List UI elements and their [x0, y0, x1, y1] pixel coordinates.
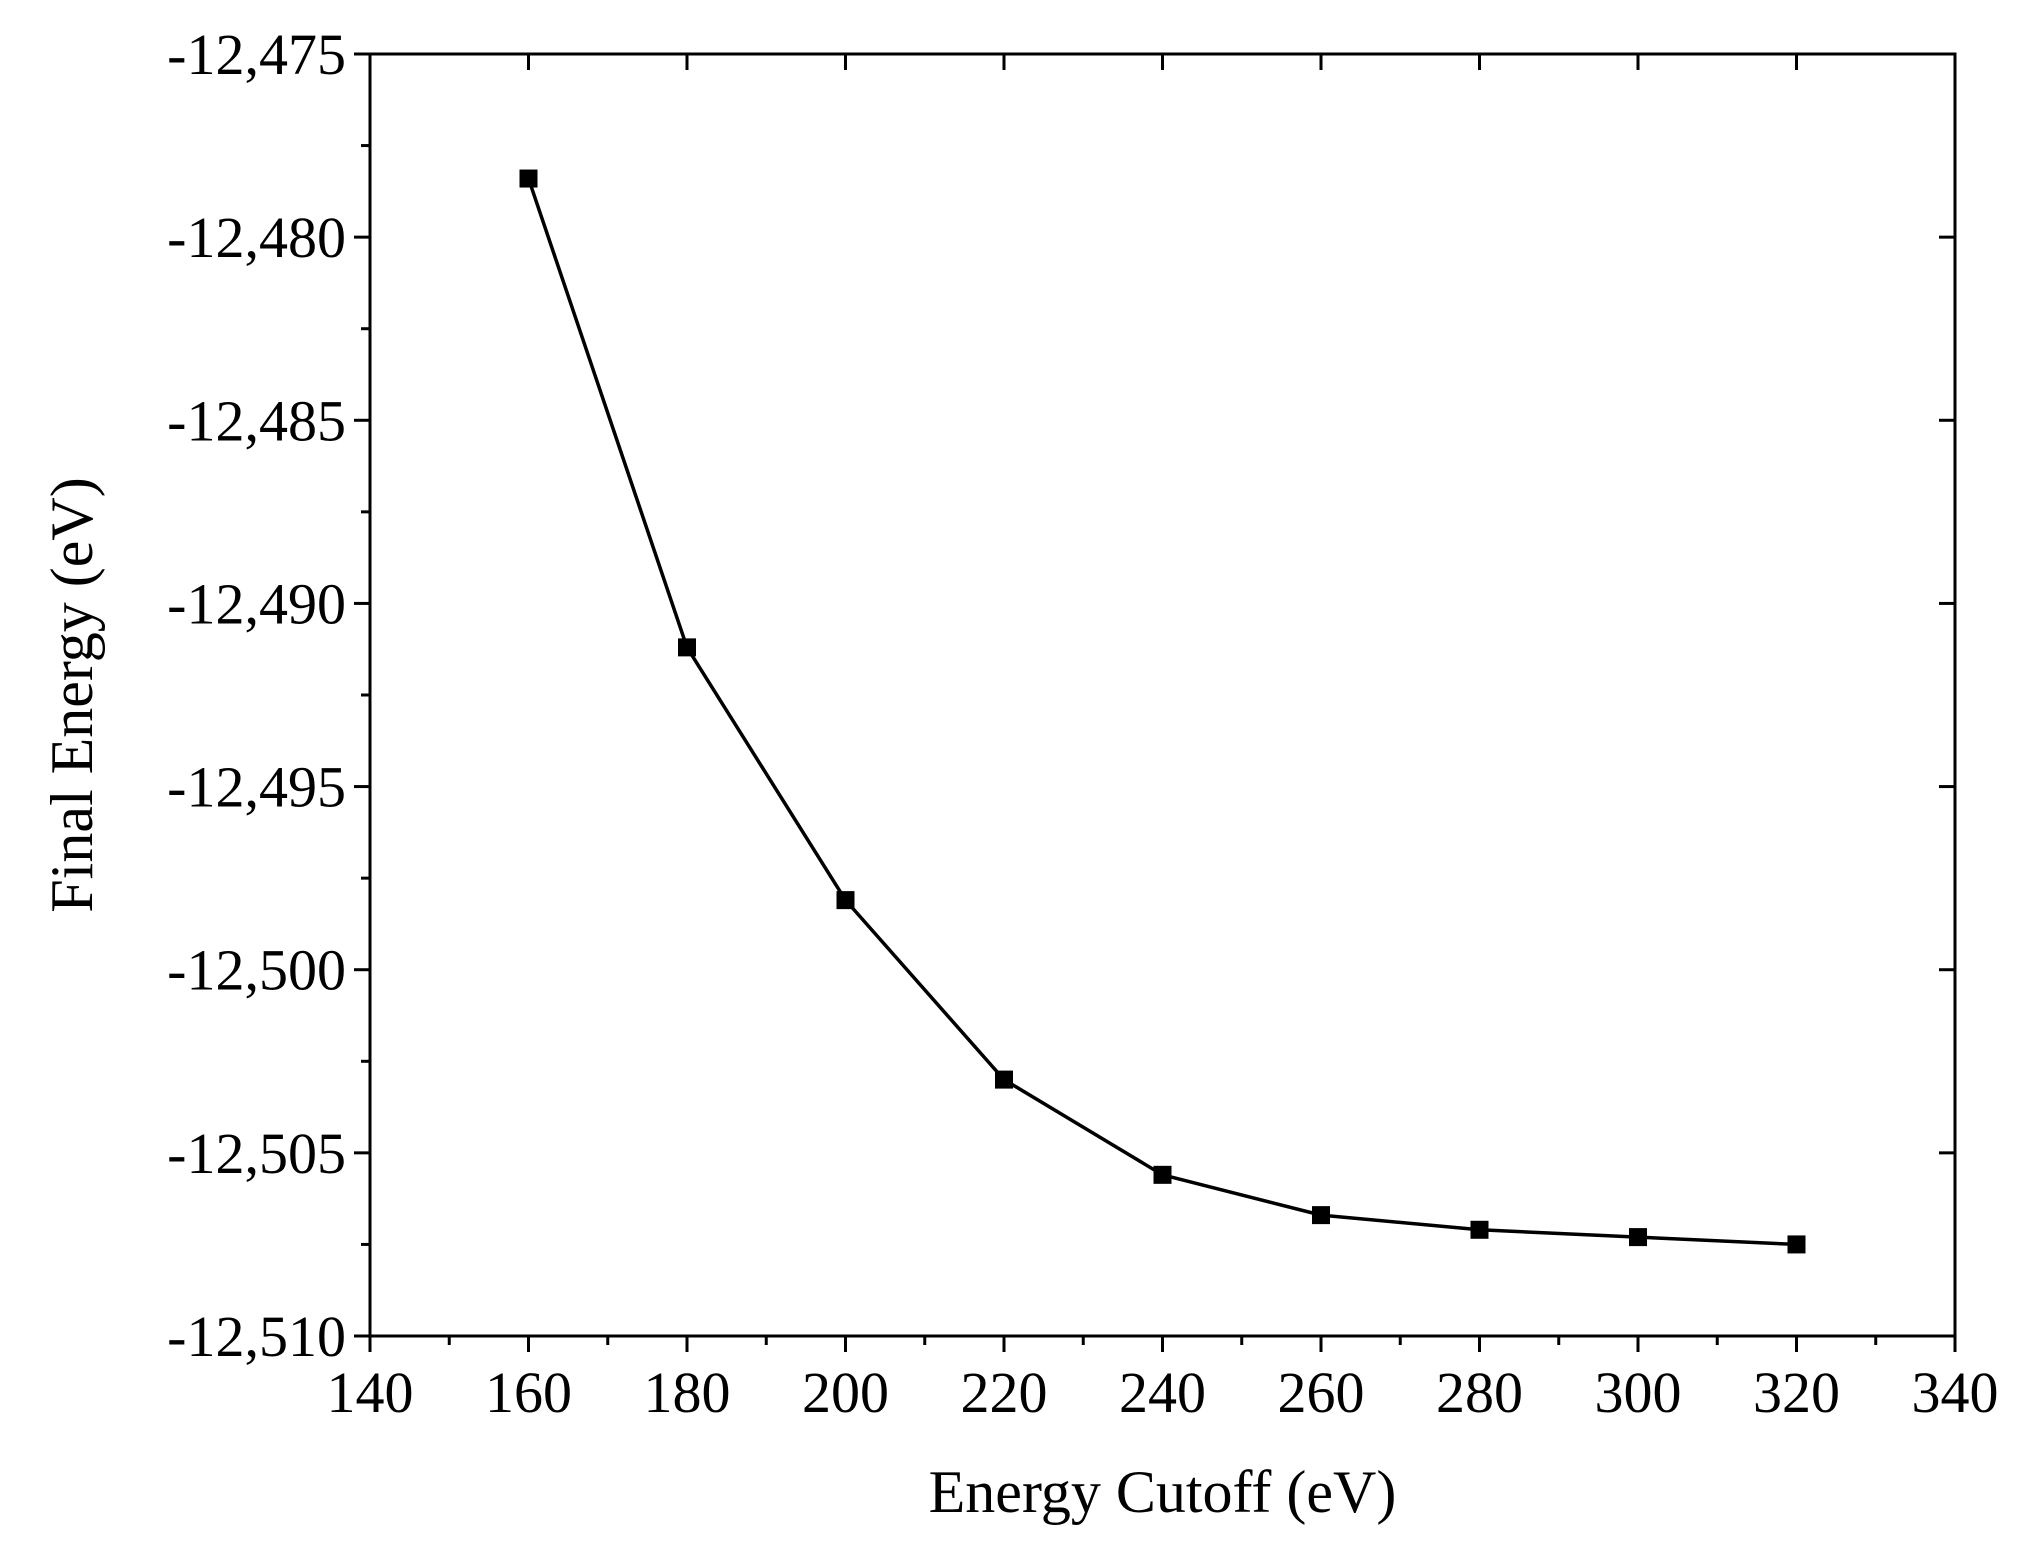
y-tick-label: -12,475	[167, 22, 346, 87]
y-tick-label: -12,505	[167, 1121, 346, 1186]
x-tick-label: 260	[1278, 1360, 1365, 1425]
data-point	[1629, 1228, 1647, 1247]
y-tick-label: -12,510	[167, 1304, 346, 1369]
plot-frame	[368, 52, 1957, 1338]
x-tick-label: 140	[327, 1360, 414, 1425]
data-point	[1153, 1165, 1172, 1184]
data-point	[1470, 1220, 1489, 1239]
x-tick-label: 200	[802, 1360, 889, 1425]
x-tick-label: 300	[1595, 1360, 1682, 1425]
series-line	[526, 177, 1797, 1247]
y-tick-label: -12,485	[167, 388, 346, 453]
y-axis-title: Final Energy (eV)	[39, 477, 105, 912]
x-tick-label: 220	[961, 1360, 1048, 1425]
data-point	[519, 169, 538, 188]
data-point	[1787, 1235, 1806, 1254]
x-axis-title: Energy Cutoff (eV)	[929, 1459, 1397, 1525]
x-tick-label: 160	[485, 1360, 572, 1425]
x-tick-label: 320	[1753, 1360, 1840, 1425]
data-point	[836, 891, 855, 910]
tick-labels: 140 160 180 200 220 240 260 280 300 320 340 -12,475…	[167, 22, 1998, 1425]
data-point	[1312, 1206, 1330, 1225]
x-tick-label: 180	[644, 1360, 731, 1425]
x-tick-label: 340	[1912, 1360, 1999, 1425]
x-tick-label: 240	[1119, 1360, 1206, 1425]
series	[519, 169, 1806, 1254]
axes	[368, 52, 1957, 1338]
y-tick-label: -12,495	[167, 755, 346, 820]
ticks	[354, 52, 1957, 1352]
y-tick-label: -12,500	[167, 938, 346, 1003]
x-tick-label: 280	[1436, 1360, 1523, 1425]
data-point	[995, 1070, 1013, 1089]
y-tick-label: -12,480	[167, 205, 346, 270]
data-point	[678, 638, 696, 657]
y-tick-label: -12,490	[167, 571, 346, 636]
